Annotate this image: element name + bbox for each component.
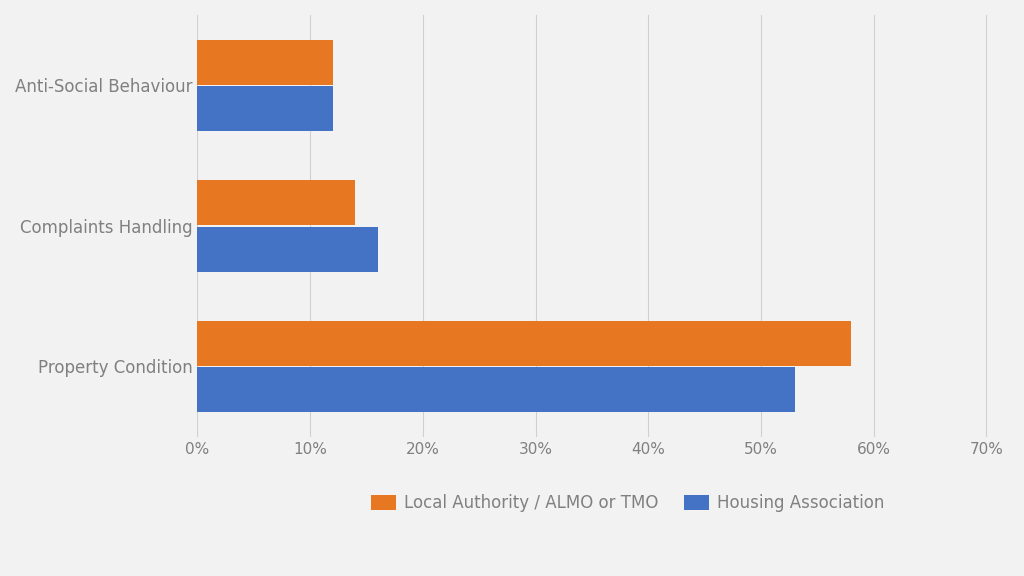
Bar — [198, 180, 355, 225]
Legend: Local Authority / ALMO or TMO, Housing Association: Local Authority / ALMO or TMO, Housing A… — [365, 487, 891, 518]
Bar — [198, 226, 378, 271]
Bar — [198, 367, 795, 412]
Bar — [198, 321, 851, 366]
Bar — [198, 40, 333, 85]
Bar — [198, 86, 333, 131]
